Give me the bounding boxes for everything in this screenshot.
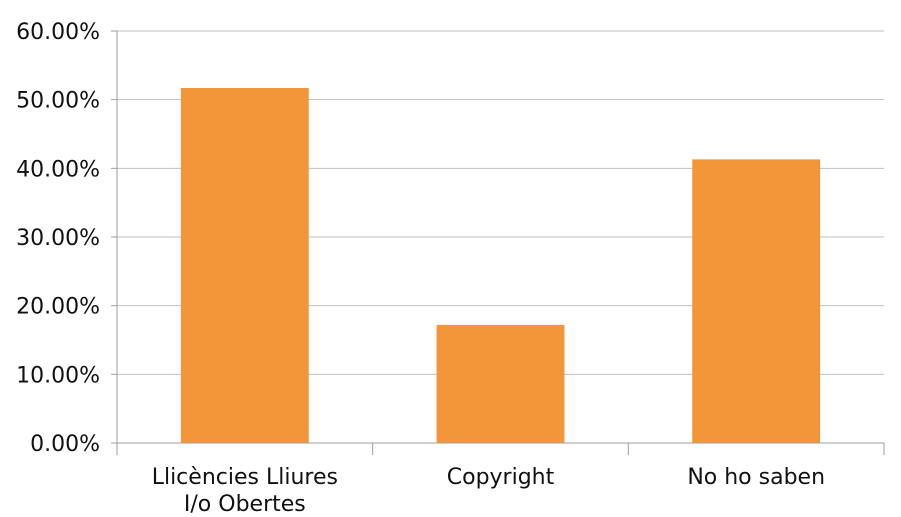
y-tick-label: 40.00% (16, 157, 100, 182)
axes (111, 30, 885, 455)
x-category-label-line: No ho saben (687, 465, 825, 490)
x-category-label: Llicències Lliures I/o Obertes (152, 465, 338, 517)
y-tick-labels: 0.00% 10.00% 20.00% 30.00% 40.00% 50.00% 60.00… (16, 20, 100, 457)
x-category-label-line: Copyright (447, 465, 555, 490)
x-category-labels: Llicències Lliures I/o Obertes Copyright No… (152, 465, 825, 517)
y-tick-label: 10.00% (16, 363, 100, 388)
y-tick-label: 0.00% (30, 432, 100, 457)
y-tick-label: 30.00% (16, 226, 100, 251)
y-tick-label: 20.00% (16, 295, 100, 320)
x-category-label: Copyright (447, 465, 555, 490)
bar (180, 87, 309, 443)
bars (180, 87, 821, 443)
y-tick-label: 60.00% (16, 20, 100, 45)
x-category-label-line: I/o Obertes (184, 492, 306, 517)
bar (436, 324, 565, 443)
y-tick-label: 50.00% (16, 89, 100, 114)
x-category-label: No ho saben (687, 465, 825, 490)
x-category-label-line: Llicències Lliures (152, 465, 338, 490)
bar (692, 159, 821, 443)
